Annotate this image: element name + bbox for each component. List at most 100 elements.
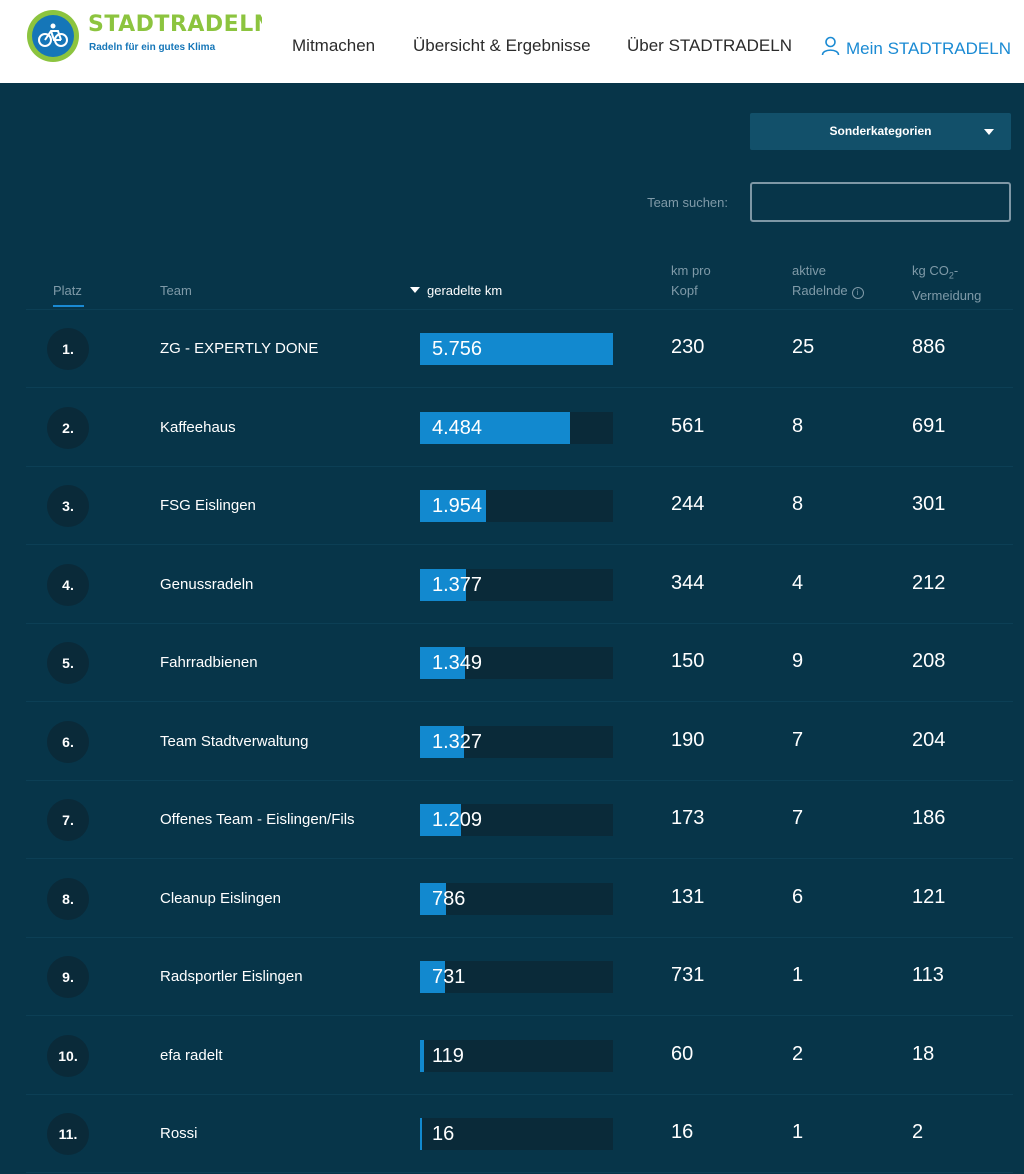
table-row[interactable]: 9. Radsportler Eislingen 731 731 1 113 — [26, 938, 1013, 1016]
table-row[interactable]: 7. Offenes Team - Eislingen/Fils 1.209 173 7… — [26, 781, 1013, 859]
active-cyclists-value: 1 — [792, 1121, 804, 1143]
km-per-head-value: 150 — [671, 650, 705, 672]
active-cyclists-value: 4 — [792, 571, 804, 594]
rank-badge: 10. — [47, 1034, 89, 1077]
km-value: 1.209 — [432, 809, 483, 831]
rank-badge: 5. — [47, 642, 89, 684]
team-name-link[interactable]: Fahrradbienen — [160, 654, 258, 671]
table-row[interactable]: 8. Cleanup Eislingen 786 131 6 121 — [26, 860, 1013, 938]
co2-value: 301 — [912, 493, 946, 515]
active-column-indicator — [53, 305, 84, 307]
column-header-rank[interactable]: Platz — [53, 283, 82, 298]
km-per-head-value: 561 — [671, 414, 705, 437]
km-bar-fill — [420, 1039, 424, 1072]
team-search-input[interactable] — [750, 182, 1011, 222]
co2-value: 204 — [912, 728, 946, 751]
km-value: 1.377 — [432, 573, 483, 596]
km-bar: 119 — [420, 1039, 613, 1072]
column-header-co2-line2: Vermeidung — [912, 287, 982, 303]
km-bar: 16 — [420, 1118, 613, 1150]
table-row[interactable]: 4. Genussradeln 1.377 344 4 212 — [26, 546, 1013, 624]
column-header-km-per-head[interactable]: km pro Kopf — [671, 261, 711, 301]
column-header-co2[interactable]: kg CO2- Vermeidung — [912, 261, 981, 306]
km-bar-fill — [420, 568, 466, 601]
column-header-km-label: geradelte km — [427, 283, 503, 298]
km-value: 16 — [432, 1123, 455, 1145]
team-name-link[interactable]: FSG Eislingen — [160, 497, 256, 514]
team-name-link[interactable]: Rossi — [160, 1125, 198, 1142]
column-header-active-line1: aktive — [792, 263, 826, 278]
team-name-link[interactable]: Radsportler Eislingen — [160, 968, 303, 985]
km-per-head-value: 731 — [671, 964, 705, 986]
column-header-km[interactable]: geradelte km — [410, 281, 502, 301]
team-name-link[interactable]: efa radelt — [160, 1046, 223, 1064]
co2-value: 691 — [912, 414, 946, 437]
table-row[interactable]: 11. Rossi 16 16 1 2 — [26, 1095, 1013, 1173]
active-cyclists-value: 8 — [792, 414, 804, 437]
km-per-head-value: 131 — [671, 885, 705, 908]
team-name-link[interactable]: Offenes Team - Eislingen/Fils — [160, 811, 355, 828]
nav-item-uebersicht-ergebnisse[interactable]: Übersicht & Ergebnisse — [413, 36, 591, 55]
km-bar-fill — [420, 804, 461, 836]
km-bar: 731 — [420, 961, 613, 993]
km-per-head-value: 60 — [671, 1042, 694, 1065]
km-bar: 1.377 — [420, 568, 613, 601]
nav-item-mein-stadtradeln[interactable]: Mein STADTRADELN — [821, 36, 1011, 59]
km-bar-fill — [420, 961, 445, 993]
active-cyclists-value: 8 — [792, 493, 804, 515]
active-cyclists-value: 6 — [792, 885, 804, 908]
team-name-link[interactable]: Kaffeehaus — [160, 418, 236, 436]
active-cyclists-value: 9 — [792, 650, 804, 672]
co2-value: 2 — [912, 1121, 924, 1143]
user-icon — [821, 36, 840, 56]
column-header-active-cyclists[interactable]: aktive Radelnde i — [792, 261, 864, 301]
km-per-head-value: 344 — [671, 571, 705, 594]
nav-item-mitmachen[interactable]: Mitmachen — [292, 36, 376, 55]
table-row[interactable]: 1. ZG - EXPERTLY DONE 5.756 230 25 886 — [26, 310, 1013, 388]
table-row[interactable]: 2. Kaffeehaus 4.484 561 8 691 — [26, 389, 1013, 467]
category-dropdown-label: Sonderkategorien — [829, 124, 932, 138]
table-row[interactable]: 3. FSG Eislingen 1.954 244 8 301 — [26, 467, 1013, 545]
km-bar: 1.327 — [420, 725, 613, 758]
km-value: 786 — [432, 887, 466, 910]
team-name-link[interactable]: Genussradeln — [160, 575, 254, 593]
column-header-team[interactable]: Team — [160, 283, 192, 298]
km-bar-fill — [420, 333, 613, 365]
table-row[interactable]: 5. Fahrradbienen 1.349 150 9 208 — [26, 624, 1013, 702]
km-value: 119 — [432, 1044, 464, 1067]
rank-badge: 3. — [47, 485, 89, 527]
rank-badge: 7. — [47, 799, 89, 841]
km-per-head-value: 244 — [671, 493, 705, 515]
stadtradeln-logo[interactable] — [27, 10, 79, 62]
brand-tagline: Radeln für ein gutes Klima — [89, 42, 216, 53]
rank-badge: 4. — [47, 563, 89, 606]
column-header-km-per-head-line2: Kopf — [671, 283, 698, 298]
km-value: 5.756 — [432, 338, 483, 360]
km-per-head-value: 16 — [671, 1121, 694, 1143]
km-value: 731 — [432, 966, 466, 988]
team-name-link[interactable]: Cleanup Eislingen — [160, 889, 281, 907]
co2-subscript: 2 — [948, 270, 954, 281]
table-row[interactable]: 10. efa radelt 119 60 2 18 — [26, 1017, 1013, 1095]
co2-value: 886 — [912, 336, 946, 358]
km-bar: 1.209 — [420, 804, 613, 836]
team-name-link[interactable]: Team Stadtverwaltung — [160, 732, 309, 750]
km-bar: 786 — [420, 882, 613, 915]
rank-badge: 9. — [47, 956, 89, 998]
header-divider — [26, 309, 1013, 310]
table-row[interactable]: 6. Team Stadtverwaltung 1.327 190 7 204 — [26, 703, 1013, 781]
km-per-head-value: 190 — [671, 728, 705, 751]
co2-value: 212 — [912, 571, 946, 594]
brand-name[interactable]: STADTRADELN — [88, 12, 262, 37]
team-name-link[interactable]: ZG - EXPERTLY DONE — [160, 340, 319, 357]
km-bar-fill — [420, 1118, 422, 1150]
active-cyclists-value: 7 — [792, 807, 804, 829]
co2-value: 18 — [912, 1042, 935, 1065]
km-value: 1.954 — [432, 495, 483, 517]
rank-badge: 2. — [47, 406, 89, 449]
category-dropdown[interactable]: Sonderkategorien — [750, 113, 1011, 150]
km-bar: 4.484 — [420, 411, 613, 444]
km-value: 1.327 — [432, 730, 483, 753]
nav-item-ueber-stadtradeln[interactable]: Über STADTRADELN — [627, 36, 792, 55]
info-icon[interactable]: i — [851, 287, 864, 299]
